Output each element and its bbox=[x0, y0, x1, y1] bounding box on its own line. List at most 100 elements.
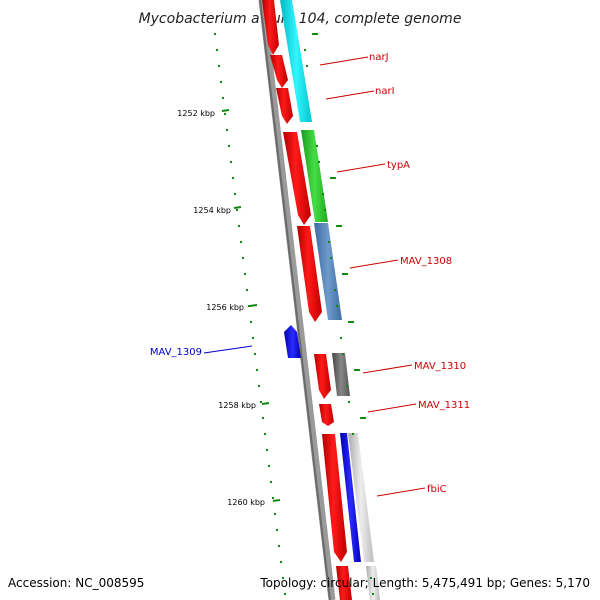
cds-arrow[interactable] bbox=[276, 88, 293, 124]
scale-minor-tick bbox=[272, 497, 274, 499]
scale-minor-tick bbox=[274, 513, 276, 515]
scale-minor-tick bbox=[216, 49, 218, 51]
scale-minor-tick bbox=[252, 337, 254, 339]
scale-minor-tick bbox=[282, 577, 284, 579]
scale-minor-tick bbox=[244, 273, 246, 275]
scale-minor-tick bbox=[228, 145, 230, 147]
feature-tick bbox=[340, 337, 342, 339]
scale-minor-tick bbox=[254, 353, 256, 355]
gene-labels: narJ narI typA MAV_1308 MAV_1309 MAV_131… bbox=[150, 52, 470, 497]
reverse-cds-arrow[interactable] bbox=[284, 325, 301, 358]
gene-features bbox=[262, 0, 380, 600]
scale-minor-tick bbox=[260, 401, 262, 403]
scale-label: 1254 kbp bbox=[193, 206, 231, 215]
feature-tick bbox=[336, 225, 342, 227]
scale-minor-tick bbox=[276, 529, 278, 531]
cyan-track-block[interactable] bbox=[280, 0, 312, 122]
gene-label-narI[interactable]: narI bbox=[375, 86, 395, 97]
label-leader bbox=[203, 345, 253, 354]
scale-major-tick bbox=[233, 206, 242, 209]
gene-label-typA[interactable]: typA bbox=[387, 160, 410, 171]
scale-minor-tick bbox=[280, 561, 282, 563]
gene-label-MAV_1311[interactable]: MAV_1311 bbox=[418, 400, 470, 411]
gene-label-MAV_1308[interactable]: MAV_1308 bbox=[400, 256, 452, 267]
gray-track-block[interactable] bbox=[332, 353, 350, 396]
scale-label: 1258 kbp bbox=[218, 401, 256, 410]
feature-tick bbox=[360, 417, 366, 419]
scale-minor-tick bbox=[262, 417, 264, 419]
scale-minor-tick bbox=[242, 257, 244, 259]
scale-minor-tick bbox=[230, 161, 232, 163]
accession-text: Accession: NC_008595 bbox=[8, 576, 144, 590]
feature-tick bbox=[330, 177, 336, 179]
label-leader bbox=[336, 163, 386, 173]
cds-arrow[interactable] bbox=[262, 0, 279, 55]
steelblue-track-block[interactable] bbox=[314, 223, 342, 320]
scale-minor-tick bbox=[238, 225, 240, 227]
scale-minor-tick bbox=[218, 65, 220, 67]
cds-arrow[interactable] bbox=[336, 566, 352, 600]
scale-minor-tick bbox=[214, 33, 216, 35]
feature-tick bbox=[328, 241, 330, 243]
scale-minor-tick bbox=[222, 97, 224, 99]
feature-tick bbox=[342, 353, 344, 355]
feature-tick bbox=[370, 577, 372, 579]
scale-minor-tick bbox=[268, 465, 270, 467]
label-leader bbox=[349, 259, 399, 269]
blue-track-block[interactable] bbox=[340, 433, 361, 562]
feature-tick bbox=[330, 257, 332, 259]
feature-tick bbox=[318, 161, 320, 163]
feature-tick bbox=[316, 145, 318, 147]
scale-minor-tick bbox=[240, 241, 242, 243]
map-title: Mycobacterium avium 104, complete genome bbox=[139, 11, 462, 27]
feature-tick bbox=[372, 593, 374, 595]
feature-tick bbox=[324, 209, 326, 211]
lightgray-track-block[interactable] bbox=[348, 433, 374, 562]
feature-tick bbox=[348, 321, 354, 323]
label-leader bbox=[362, 364, 413, 374]
gene-label-MAV_1309[interactable]: MAV_1309 bbox=[150, 347, 202, 358]
scale-minor-tick bbox=[284, 593, 286, 595]
scale-minor-tick bbox=[246, 289, 248, 291]
label-leader bbox=[376, 487, 426, 497]
scale-label: 1260 kbp bbox=[227, 498, 265, 507]
scale-minor-tick bbox=[234, 193, 236, 195]
scale-minor-tick bbox=[236, 209, 238, 211]
topology-text: Topology: circular; Length: 5,475,491 bp… bbox=[259, 576, 590, 590]
scale-minor-tick bbox=[264, 433, 266, 435]
label-leader bbox=[325, 90, 375, 100]
feature-ticks bbox=[304, 33, 374, 595]
label-leader bbox=[367, 403, 417, 413]
cds-arrow[interactable] bbox=[297, 226, 322, 322]
cds-arrow[interactable] bbox=[314, 354, 331, 399]
scale-minor-tick bbox=[270, 481, 272, 483]
scale-major-tick bbox=[261, 402, 270, 405]
feature-tick bbox=[334, 289, 336, 291]
cds-arrow[interactable] bbox=[322, 434, 347, 562]
green-track-block[interactable] bbox=[301, 130, 328, 222]
scale-minor-tick bbox=[250, 321, 252, 323]
scale-minor-tick bbox=[256, 369, 258, 371]
scale-major-tick bbox=[221, 109, 230, 112]
scale-minor-tick bbox=[226, 129, 228, 131]
scale-minor-tick bbox=[258, 385, 260, 387]
gene-label-MAV_1310[interactable]: MAV_1310 bbox=[414, 361, 466, 372]
cds-arrow[interactable] bbox=[270, 55, 288, 88]
feature-tick bbox=[306, 65, 308, 67]
cds-arrow[interactable] bbox=[319, 404, 334, 426]
scale-minor-tick bbox=[232, 177, 234, 179]
scale-minor-tick bbox=[248, 305, 250, 307]
scale-label: 1256 kbp bbox=[206, 303, 244, 312]
feature-tick bbox=[336, 305, 338, 307]
cds-arrow[interactable] bbox=[283, 132, 311, 225]
gene-label-narJ[interactable]: narJ bbox=[369, 52, 389, 63]
scale-major-tick bbox=[272, 499, 281, 502]
label-leader bbox=[319, 56, 369, 66]
lightgray-track-block[interactable] bbox=[366, 566, 380, 600]
feature-tick bbox=[304, 49, 306, 51]
feature-tick bbox=[322, 193, 324, 195]
scale-major-tick bbox=[249, 304, 258, 307]
gene-label-fbiC[interactable]: fbiC bbox=[427, 484, 447, 495]
scale-minor-tick bbox=[278, 545, 280, 547]
